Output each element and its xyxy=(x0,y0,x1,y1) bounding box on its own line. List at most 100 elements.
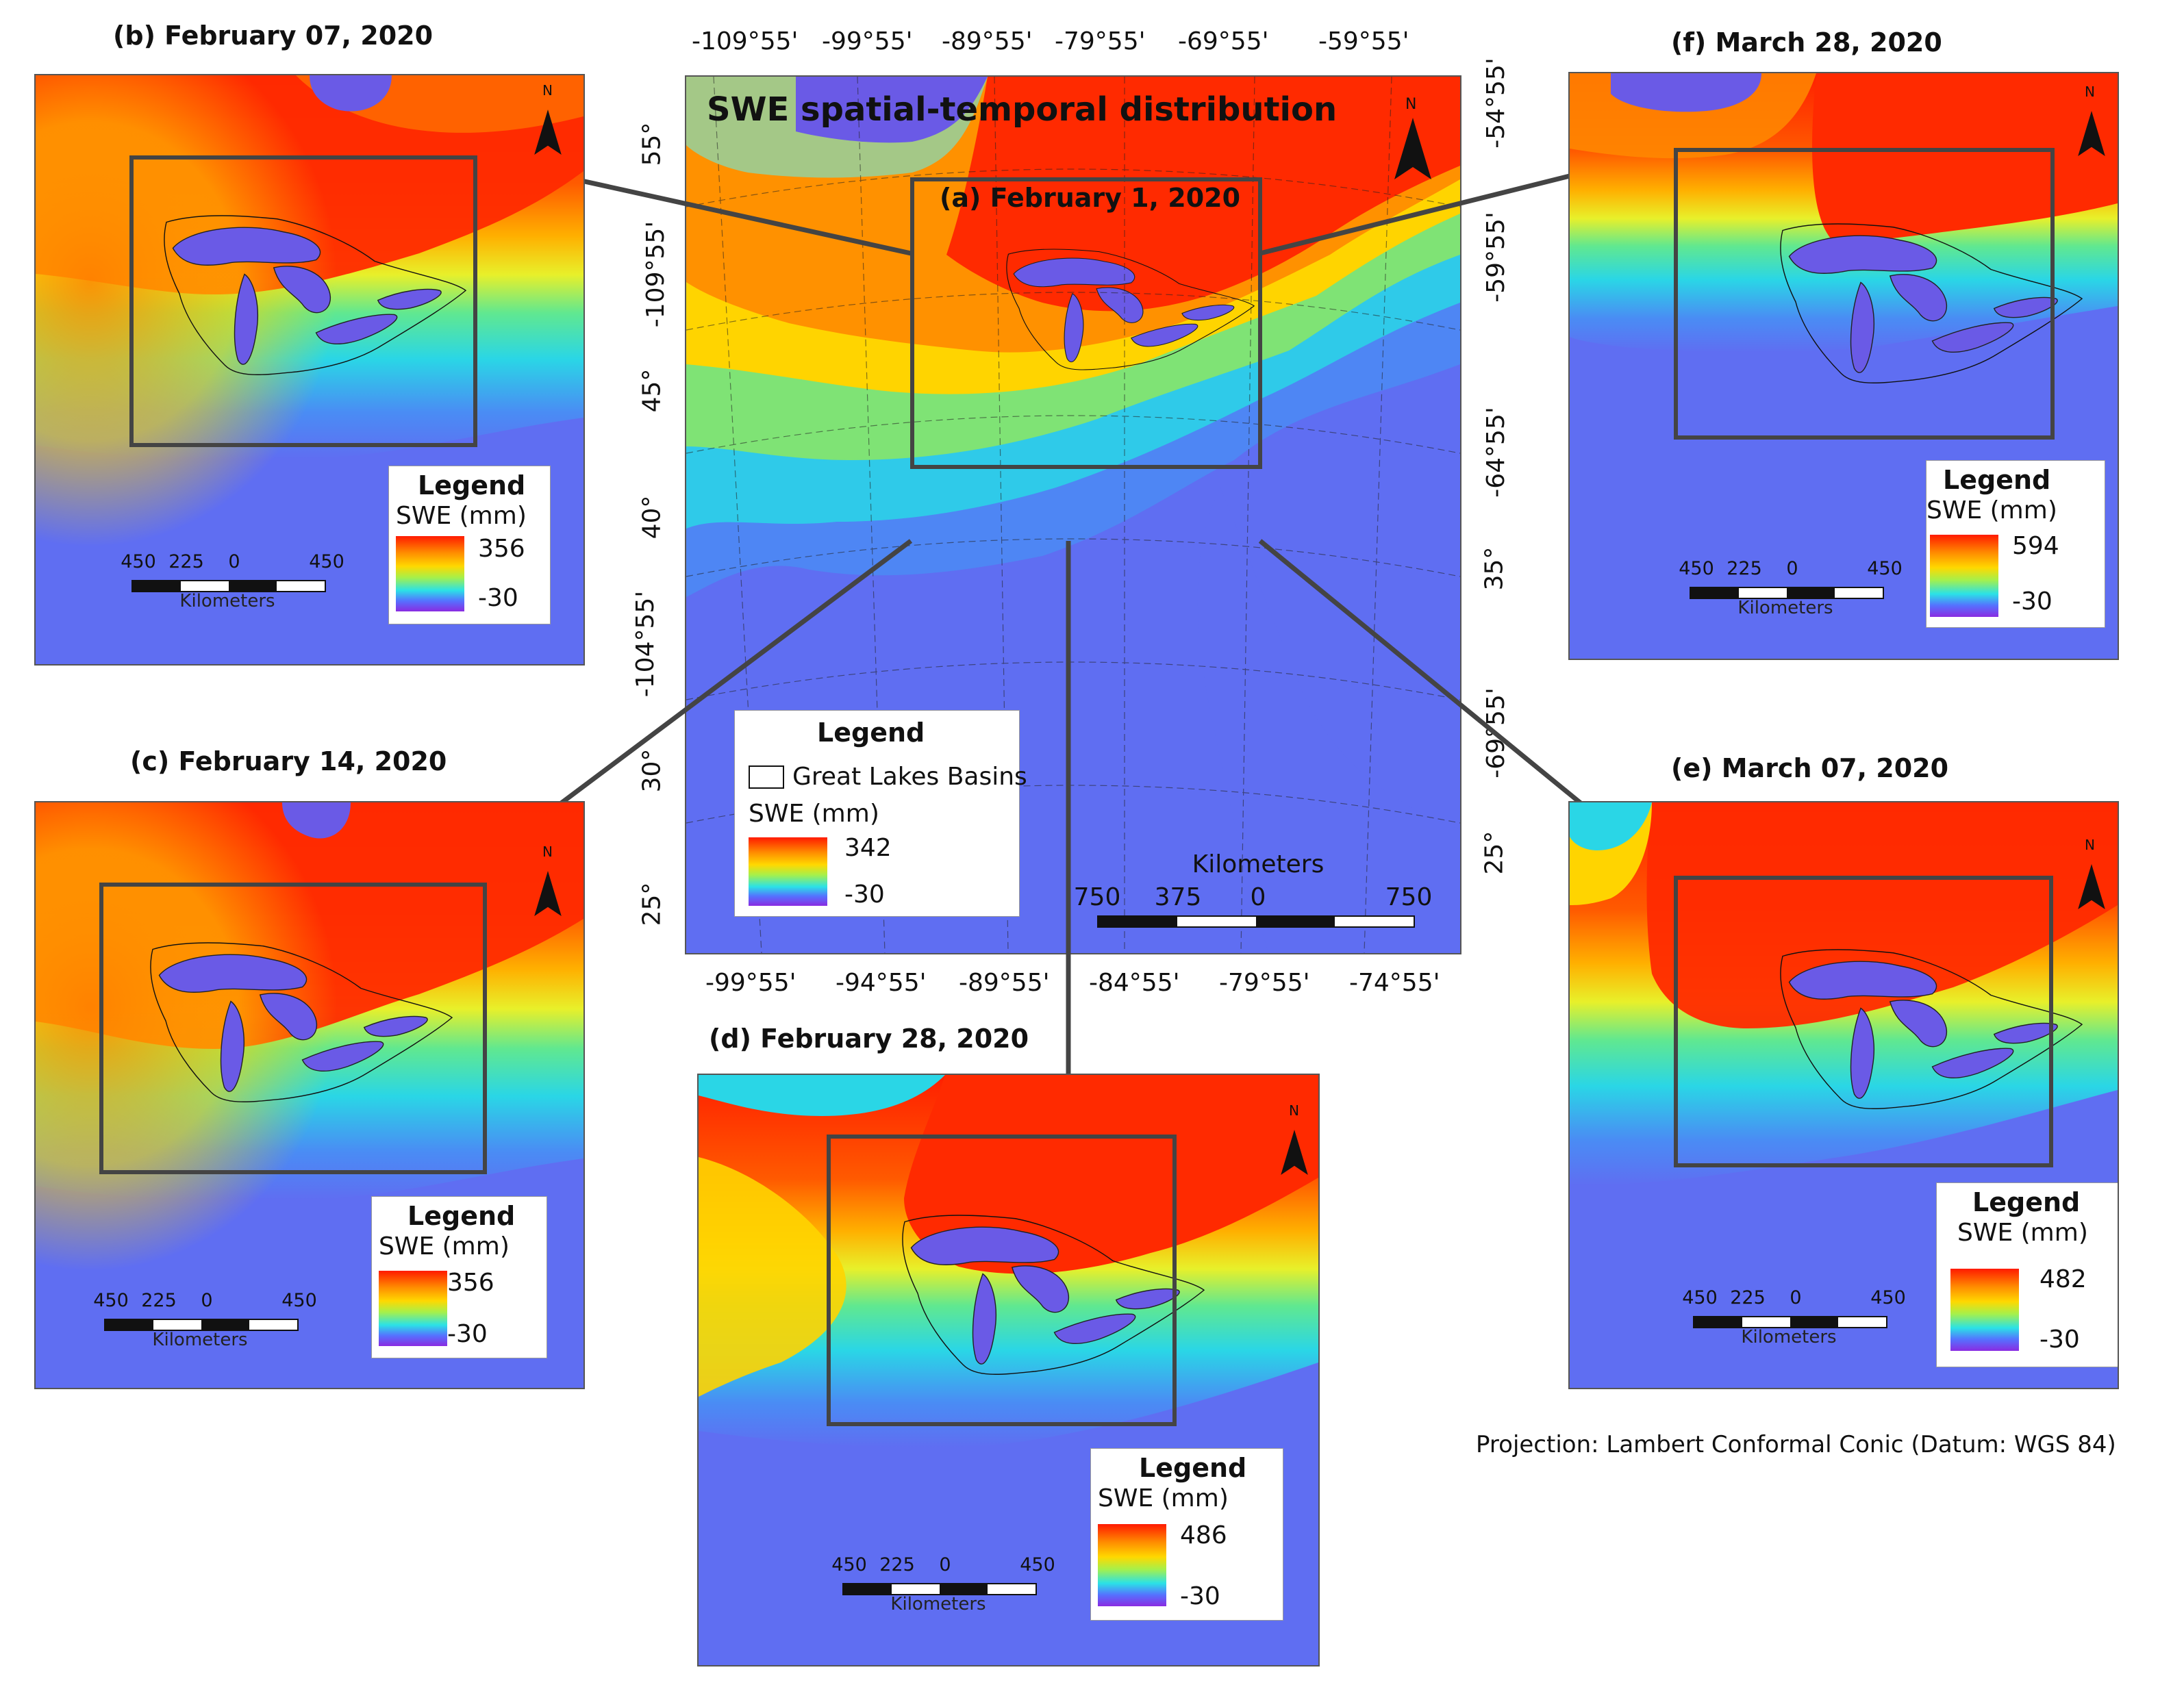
top-lon-label: -59°55' xyxy=(1318,27,1409,55)
main-scalebar: Kilometers 750 375 0 750 xyxy=(1074,850,1432,939)
top-lon-label: -79°55' xyxy=(1055,27,1146,55)
panel-d-map: N Legend SWE (mm) 486 -30 450 225 0 450 … xyxy=(697,1074,1320,1667)
main-map-title: SWE spatial-temporal distribution xyxy=(707,90,1338,129)
panel-e-scalebar: 450 225 0 450 Kilometers xyxy=(1682,1287,1906,1347)
panel-f-scale-tick: 0 xyxy=(1786,558,1798,579)
left-lat-label: 25° xyxy=(638,882,666,926)
main-map-subtitle: (a) February 1, 2020 xyxy=(940,183,1241,213)
panel-d-raster xyxy=(699,1075,1318,1665)
main-scale-tick: 375 xyxy=(1154,883,1202,911)
main-scale-tick: 0 xyxy=(1250,883,1266,911)
panel-b-title: (b) February 07, 2020 xyxy=(113,21,434,51)
top-lon-label: -69°55' xyxy=(1178,27,1269,55)
main-scale-tick: 750 xyxy=(1385,883,1433,911)
left-lat-label: -109°55' xyxy=(642,220,670,328)
main-legend-min: -30 xyxy=(844,880,885,909)
north-label: N xyxy=(542,82,553,99)
main-scale-tick: 750 xyxy=(1073,883,1121,911)
panel-f-legend-min: -30 xyxy=(2012,587,2053,616)
panel-c-legend-title: Legend xyxy=(407,1201,516,1231)
panel-c-legend-max: 356 xyxy=(447,1269,494,1297)
panel-f-scale-tick: 450 xyxy=(1679,558,1714,579)
north-arrow-icon xyxy=(534,871,562,916)
panel-b-scale-unit: Kilometers xyxy=(179,591,275,611)
panel-b-scale-tick: 450 xyxy=(309,551,344,572)
right-lat-label: -69°55' xyxy=(1481,687,1510,778)
basin-symbol xyxy=(749,765,784,789)
panel-e-legend-ramp xyxy=(1950,1269,2019,1351)
north-arrow-icon xyxy=(2078,111,2105,156)
panel-d-legend: Legend SWE (mm) 486 -30 xyxy=(1090,1448,1283,1621)
north-arrow-icon xyxy=(2078,864,2105,909)
right-lat-label: 25° xyxy=(1480,831,1509,875)
panel-f-legend-ramp xyxy=(1930,535,1998,617)
panel-d-legend-unit: SWE (mm) xyxy=(1098,1484,1229,1512)
north-label: N xyxy=(2085,84,2095,100)
panel-d-scale-tick: 0 xyxy=(939,1554,951,1575)
panel-e-legend-unit: SWE (mm) xyxy=(1957,1219,2088,1247)
main-scale-unit: Kilometers xyxy=(1192,850,1325,878)
panel-f-scale-tick: 225 xyxy=(1727,558,1762,579)
panel-f-legend-unit: SWE (mm) xyxy=(1926,496,2057,524)
panel-d-legend-title: Legend xyxy=(1139,1453,1247,1483)
bottom-lon-label: -94°55' xyxy=(836,969,927,997)
right-lat-label: -64°55' xyxy=(1481,407,1510,498)
panel-f-title: (f) March 28, 2020 xyxy=(1671,27,1942,58)
panel-e-scale-tick: 450 xyxy=(1682,1287,1718,1308)
panel-e-scale-tick: 225 xyxy=(1730,1287,1766,1308)
top-lon-label: -99°55' xyxy=(822,27,913,55)
panel-b-map: N Legend SWE (mm) 356 -30 450 225 0 450 … xyxy=(34,74,585,666)
panel-f-legend: Legend SWE (mm) 594 -30 xyxy=(1926,460,2105,628)
main-legend-unit: SWE (mm) xyxy=(749,800,879,828)
panel-c-scale-unit: Kilometers xyxy=(152,1330,248,1350)
panel-b-scale-tick: 450 xyxy=(121,551,156,572)
panel-c-legend-min: -30 xyxy=(447,1320,488,1348)
panel-b-legend: Legend SWE (mm) 356 -30 xyxy=(388,466,551,624)
panel-e-scale-tick: 450 xyxy=(1870,1287,1906,1308)
panel-d-legend-max: 486 xyxy=(1180,1521,1227,1549)
panel-b-legend-min: -30 xyxy=(478,584,518,612)
panel-e-map: N Legend SWE (mm) 482 -30 450 225 0 450 … xyxy=(1568,801,2119,1389)
right-lat-label: -59°55' xyxy=(1481,212,1510,303)
panel-c-scale-tick: 450 xyxy=(93,1290,129,1311)
panel-c-scale-tick: 225 xyxy=(141,1290,177,1311)
north-label: N xyxy=(1405,96,1417,113)
north-label: N xyxy=(2085,837,2095,853)
bottom-lon-label: -99°55' xyxy=(705,969,796,997)
panel-c-scalebar: 450 225 0 450 Kilometers xyxy=(93,1290,317,1350)
left-lat-label: 45° xyxy=(638,368,666,413)
panel-e-legend-title: Legend xyxy=(1972,1187,2081,1217)
panel-c-legend: Legend SWE (mm) 356 -30 xyxy=(371,1196,547,1358)
panel-d-title: (d) February 28, 2020 xyxy=(709,1024,1029,1054)
panel-b-scalebar: 450 225 0 450 Kilometers xyxy=(121,551,344,611)
bottom-lon-label: -89°55' xyxy=(959,969,1050,997)
panel-b-scale-tick: 0 xyxy=(228,551,240,572)
panel-c-raster xyxy=(36,802,583,1388)
panel-e-scale-unit: Kilometers xyxy=(1741,1327,1837,1347)
panel-e-legend-max: 482 xyxy=(2039,1265,2087,1293)
top-lon-label: -109°55' xyxy=(692,27,799,55)
bottom-lon-label: -79°55' xyxy=(1219,969,1310,997)
panel-d-scale-tick: 225 xyxy=(879,1554,915,1575)
panel-c-scale-tick: 0 xyxy=(201,1290,213,1311)
panel-c-legend-unit: SWE (mm) xyxy=(379,1232,510,1260)
panel-d-scale-tick: 450 xyxy=(1020,1554,1055,1575)
left-lat-label: 30° xyxy=(638,748,666,793)
panel-b-scale-tick: 225 xyxy=(168,551,204,572)
panel-e-raster xyxy=(1570,802,2118,1388)
panel-b-legend-title: Legend xyxy=(418,470,526,500)
panel-f-legend-max: 594 xyxy=(2012,532,2059,560)
main-legend-max: 342 xyxy=(844,834,892,862)
main-map: SWE spatial-temporal distribution (a) Fe… xyxy=(685,75,1461,954)
panel-c-title: (c) February 14, 2020 xyxy=(130,746,447,776)
panel-e-legend: Legend SWE (mm) 482 -30 xyxy=(1936,1182,2118,1367)
panel-e-title: (e) March 07, 2020 xyxy=(1671,753,1949,783)
left-lat-label: 40° xyxy=(638,495,666,540)
main-legend: Legend Great Lakes Basins SWE (mm) 342 -… xyxy=(734,710,1027,917)
left-lat-label: 55° xyxy=(638,122,666,166)
panel-f-map: N Legend SWE (mm) 594 -30 450 225 0 450 … xyxy=(1568,72,2119,660)
bottom-lon-label: -84°55' xyxy=(1089,969,1180,997)
panel-c-legend-ramp xyxy=(379,1271,447,1346)
panel-f-scalebar: 450 225 0 450 Kilometers xyxy=(1679,558,1903,618)
right-lat-label: 35° xyxy=(1480,546,1509,591)
